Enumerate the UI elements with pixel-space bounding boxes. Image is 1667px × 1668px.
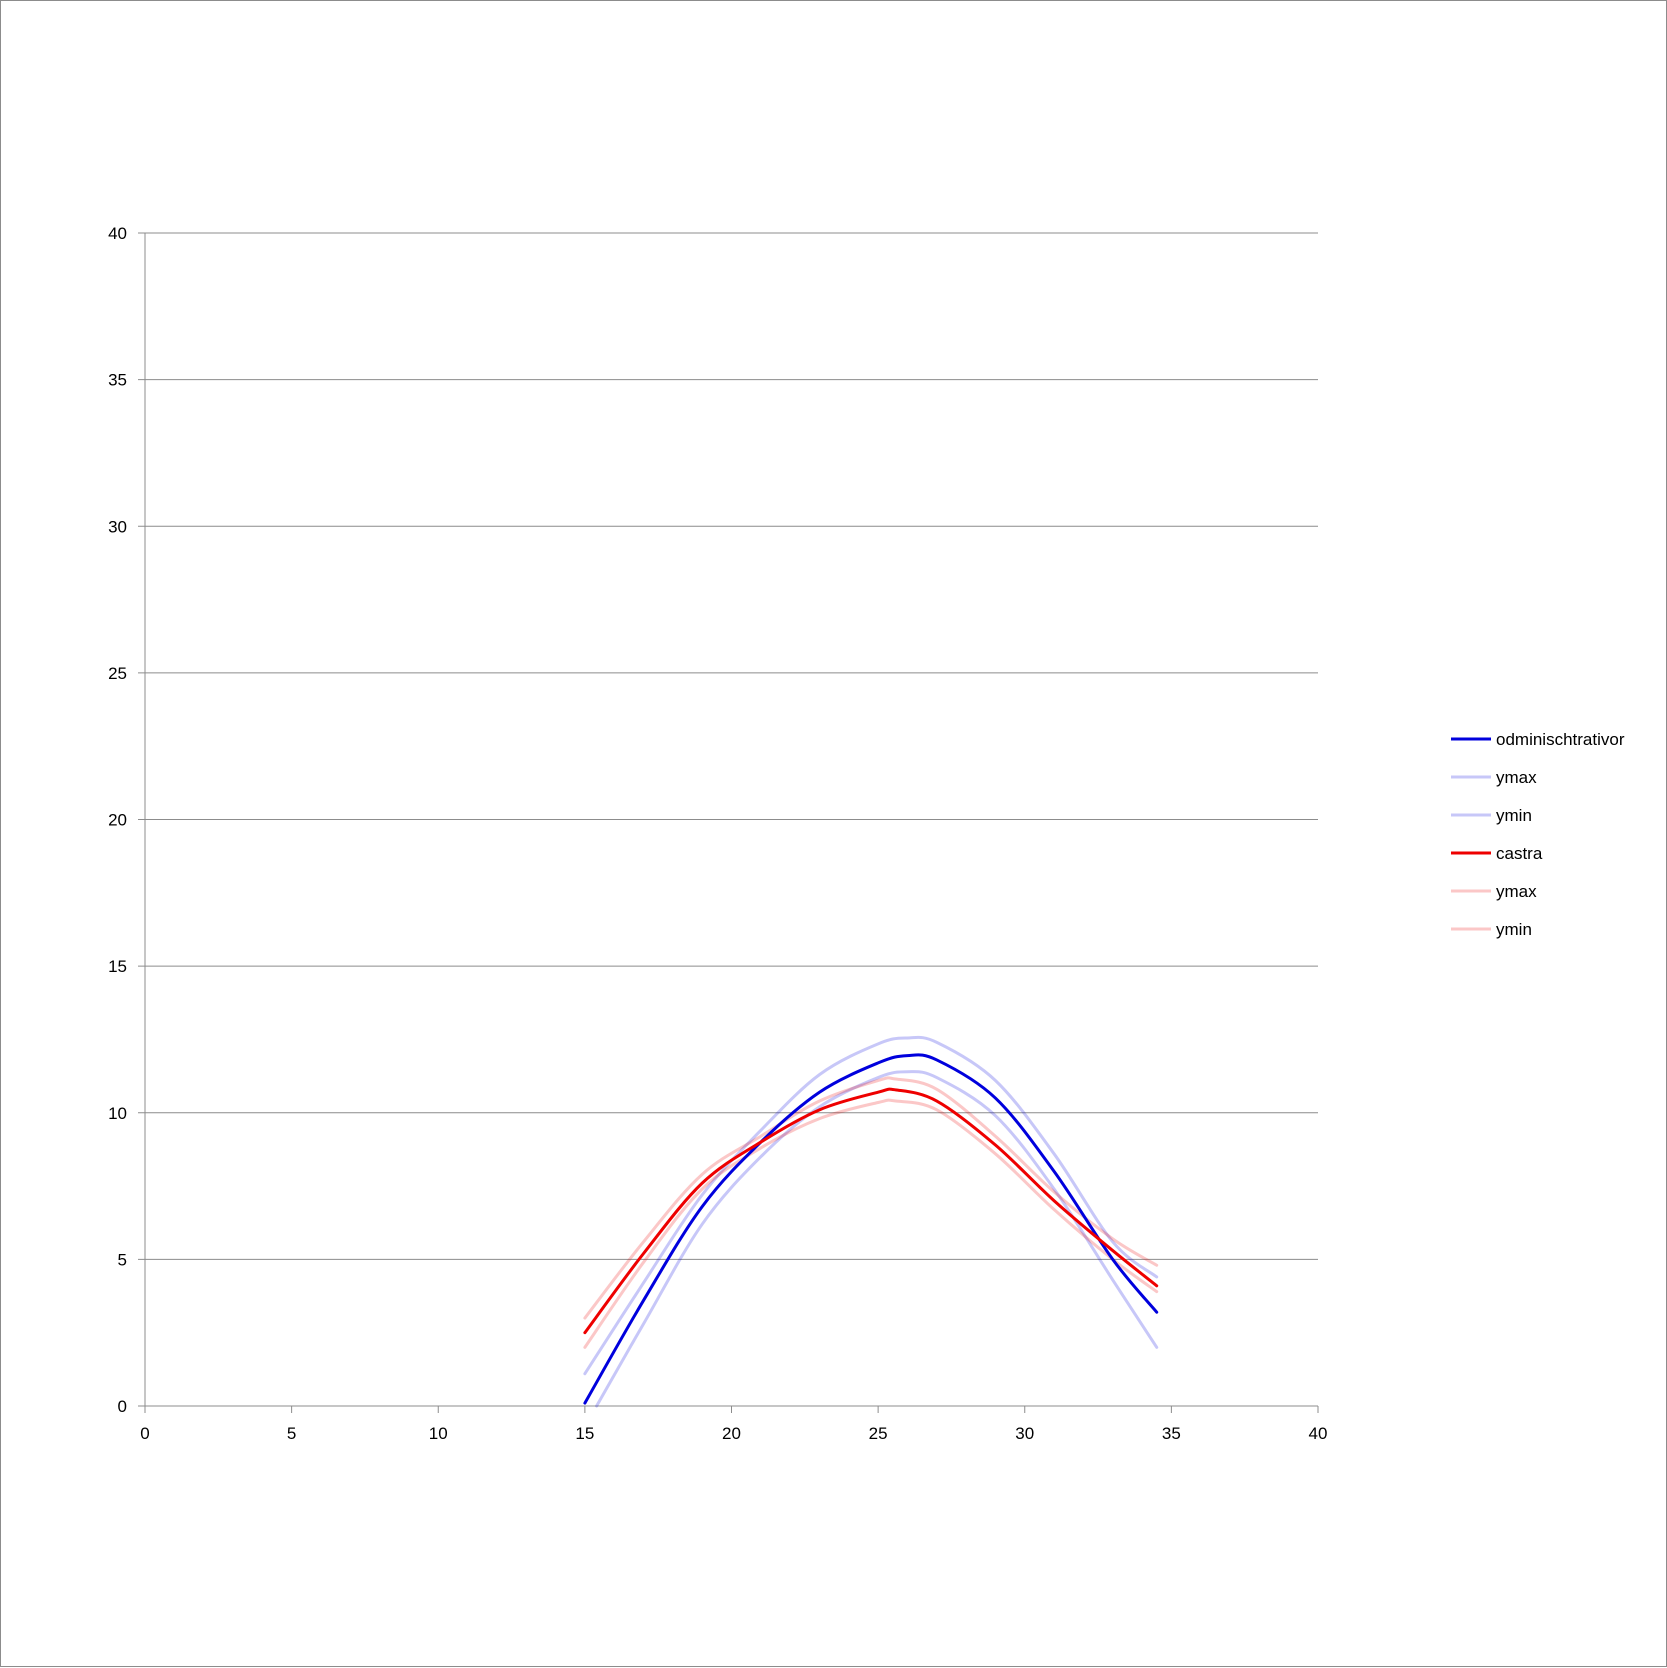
series-line-1 xyxy=(583,1035,1159,1376)
series-line-5 xyxy=(583,1098,1159,1349)
series-lines xyxy=(583,1035,1159,1408)
legend-label-5: ymin xyxy=(1496,920,1532,939)
y-tick-label: 40 xyxy=(108,224,127,243)
y-tick-label: 5 xyxy=(118,1250,127,1269)
series-line-3 xyxy=(583,1087,1159,1335)
legend-label-4: ymax xyxy=(1496,882,1537,901)
gridlines xyxy=(145,232,1318,1260)
y-tick-label: 10 xyxy=(108,1104,127,1123)
axes: 0 5 10 15 20 25 30 35 40 0 5 10 15 20 25 30 35 40 xyxy=(108,224,1327,1443)
legend-label-3: castra xyxy=(1496,844,1543,863)
legend-label-1: ymax xyxy=(1496,768,1537,787)
x-tick-label: 35 xyxy=(1162,1424,1181,1443)
y-tick-label: 0 xyxy=(118,1397,127,1416)
y-tick-label: 15 xyxy=(108,957,127,976)
x-tick-label: 25 xyxy=(869,1424,888,1443)
x-tick-label: 15 xyxy=(575,1424,594,1443)
legend: odminischtrativor ymax ymin castra ymax ymin xyxy=(1451,730,1625,939)
y-tick-label: 25 xyxy=(108,664,127,683)
series-line-2 xyxy=(595,1070,1159,1408)
x-tick-label: 20 xyxy=(722,1424,741,1443)
x-tick-label: 10 xyxy=(429,1424,448,1443)
y-tick-label: 30 xyxy=(108,517,127,536)
series-line-4 xyxy=(583,1076,1159,1320)
x-tick-label: 5 xyxy=(287,1424,296,1443)
x-tick-label: 30 xyxy=(1015,1424,1034,1443)
x-tick-label: 40 xyxy=(1309,1424,1328,1443)
legend-label-0: odminischtrativor xyxy=(1496,730,1625,749)
y-tick-label: 35 xyxy=(108,371,127,390)
x-tick-label: 0 xyxy=(140,1424,149,1443)
y-tick-label: 20 xyxy=(108,811,127,830)
series-line-0 xyxy=(583,1053,1159,1405)
legend-label-2: ymin xyxy=(1496,806,1532,825)
